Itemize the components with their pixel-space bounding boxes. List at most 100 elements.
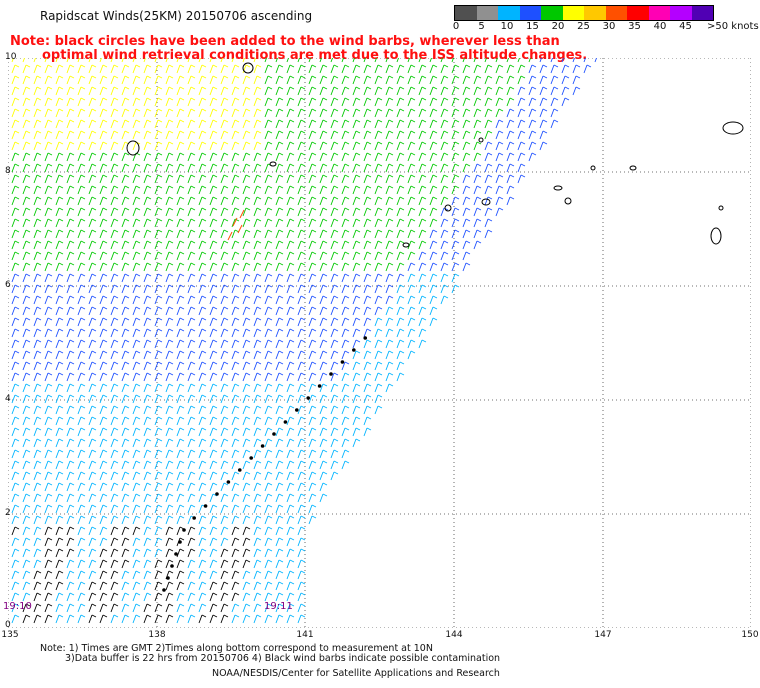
wind-barb	[440, 251, 445, 261]
wind-barb	[110, 218, 115, 228]
wind-barb-flag	[333, 295, 339, 299]
wind-barb	[374, 229, 379, 239]
wind-barb	[319, 86, 324, 96]
wind-barb	[154, 58, 157, 63]
wind-barb-flag	[135, 559, 141, 563]
wind-barb	[22, 119, 27, 129]
wind-barb	[330, 262, 335, 272]
wind-barb-flag	[366, 75, 372, 79]
wind-barb-flag	[212, 86, 218, 90]
wind-barb-flag	[311, 361, 317, 365]
wind-barb	[33, 493, 38, 503]
wind-barb-flag	[487, 218, 493, 222]
wind-barb-flag	[14, 438, 20, 442]
wind-barb-flag	[91, 438, 97, 442]
wind-barb	[264, 251, 269, 261]
wind-barb	[440, 130, 445, 140]
wind-barb	[165, 163, 170, 173]
wind-barb-flag	[212, 306, 218, 310]
wind-barb	[484, 218, 489, 228]
wind-barb	[44, 570, 49, 580]
wind-barb-flag	[69, 559, 75, 563]
wind-barb-flag	[520, 130, 526, 134]
wind-barb-flag	[509, 163, 515, 167]
wind-barb	[429, 251, 434, 261]
wind-barb-flag	[300, 130, 306, 134]
wind-barb-flag	[69, 75, 75, 79]
wind-barb	[99, 152, 104, 162]
wind-barb	[11, 317, 16, 327]
wind-barb-flag	[234, 207, 240, 211]
wind-barb-flag	[278, 460, 284, 464]
wind-barb-flag	[80, 471, 86, 475]
wind-barb	[132, 537, 137, 547]
wind-barb	[44, 273, 49, 283]
wind-barb	[154, 383, 159, 393]
wind-barb	[33, 537, 38, 547]
wind-barb-flag	[399, 350, 405, 354]
wind-barb	[187, 130, 192, 140]
wind-barb-flag	[190, 504, 196, 508]
wind-barb-flag	[256, 64, 262, 68]
wind-barb-flag	[245, 394, 251, 398]
wind-barb	[110, 559, 115, 569]
wind-barb-flag	[234, 614, 240, 618]
wind-barb	[297, 449, 302, 459]
wind-barb	[396, 108, 401, 118]
wind-barb	[506, 119, 511, 129]
wind-barb	[33, 196, 38, 206]
wind-barb-flag	[333, 350, 339, 354]
wind-barb	[88, 58, 91, 63]
wind-barb	[385, 383, 390, 393]
wind-barb	[308, 383, 313, 393]
wind-barb	[363, 306, 368, 316]
wind-barb-flag	[168, 372, 174, 376]
wind-barb	[286, 526, 291, 536]
wind-barb-flag	[168, 174, 174, 178]
wind-barb	[22, 405, 27, 415]
wind-barb	[264, 86, 269, 96]
wind-barb-flag	[234, 174, 240, 178]
wind-barb	[308, 207, 313, 217]
wind-barb	[352, 152, 357, 162]
wind-barb	[55, 559, 60, 569]
wind-barb-flag	[190, 537, 196, 541]
wind-barb	[275, 405, 280, 415]
wind-barb	[44, 108, 49, 118]
wind-barb	[176, 152, 181, 162]
wind-barb-flag	[322, 273, 328, 277]
wind-barb-flag	[179, 262, 185, 266]
wind-barb	[33, 207, 38, 217]
wind-barb	[55, 196, 60, 206]
wind-barb	[22, 493, 27, 503]
wind-barb-flag	[399, 86, 405, 90]
wind-barb	[176, 339, 181, 349]
wind-barb	[143, 284, 148, 294]
wind-barb-flag	[245, 559, 251, 563]
wind-barb-flag	[80, 482, 86, 486]
wind-barb-flag	[25, 295, 31, 299]
wind-barb-flag	[300, 570, 306, 574]
wind-barb-flag	[36, 394, 42, 398]
wind-barb	[319, 152, 324, 162]
wind-barb-flag	[168, 64, 174, 68]
wind-barb-flag	[366, 339, 372, 343]
wind-barb	[473, 86, 478, 96]
wind-barb	[88, 394, 93, 404]
wind-barb	[154, 482, 159, 492]
wind-barb	[77, 58, 80, 63]
wind-barb	[22, 537, 27, 547]
wind-barb	[33, 119, 38, 129]
wind-barb-flag	[311, 174, 317, 178]
wind-barb-flag	[146, 152, 152, 156]
wind-barb-flag	[245, 416, 251, 420]
wind-barb-flag	[58, 273, 64, 277]
wind-barb	[473, 108, 478, 118]
wind-barb	[77, 306, 82, 316]
wind-barb	[187, 493, 192, 503]
wind-barb	[242, 570, 247, 580]
wind-barb	[330, 460, 335, 470]
wind-barb-flag	[322, 196, 328, 200]
wind-barb	[253, 328, 258, 338]
wind-barb-flag	[14, 141, 20, 145]
